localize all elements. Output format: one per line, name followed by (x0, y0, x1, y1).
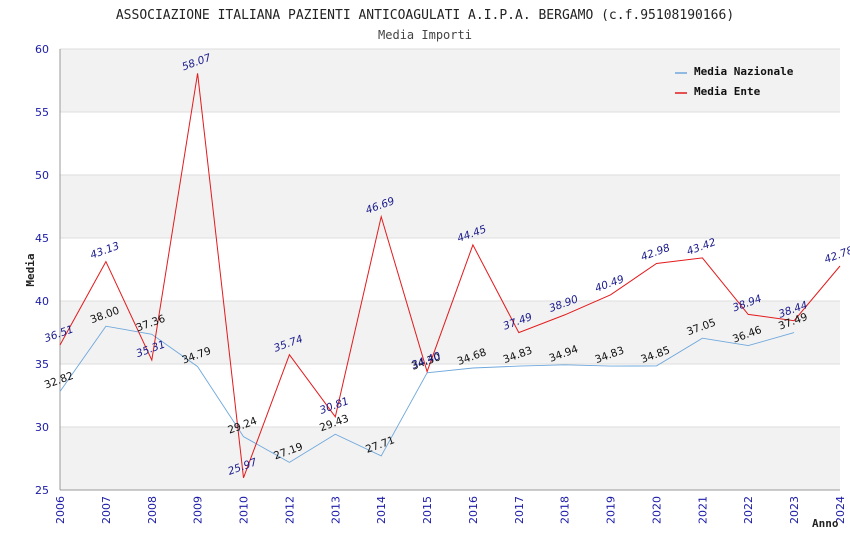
data-label-ente: 43.42 (685, 236, 718, 258)
x-tick-label: 2007 (100, 496, 113, 524)
grid-lines (60, 48, 840, 491)
x-tick-label: 2012 (283, 496, 296, 524)
x-tick-label: 2006 (54, 496, 67, 524)
y-axis-label: Media (24, 253, 37, 286)
y-tick-label: 25 (35, 484, 49, 497)
y-tick-label: 45 (35, 232, 49, 245)
x-tick-label: 2016 (467, 496, 480, 524)
data-label-ente: 43.13 (89, 240, 121, 262)
x-tick-labels: 2006 2007 2008 2009 2010 2012 2013 2014 2015 2016… (54, 496, 847, 524)
y-tick-label: 60 (35, 43, 49, 56)
x-tick-label: 2009 (192, 496, 205, 524)
data-label-ente: 40.49 (593, 273, 626, 295)
series-lines (59, 73, 841, 478)
series-line-ente (59, 73, 841, 478)
data-label-nazionale: 32.82 (43, 370, 75, 392)
legend-label-ente: Media Ente (694, 85, 761, 98)
grid-bands (60, 49, 840, 490)
legend-label-nazionale: Media Nazionale (694, 65, 794, 78)
x-axis-label: Anno (812, 517, 839, 530)
x-tick-label: 2018 (559, 496, 572, 524)
y-tick-label: 55 (35, 106, 49, 119)
y-tick-label: 35 (35, 358, 49, 371)
chart-subtitle: Media Importi (378, 28, 472, 42)
y-tick-label: 40 (35, 295, 49, 308)
data-label-ente: 42.78 (823, 244, 850, 266)
grid-band (60, 49, 840, 112)
grid-band (60, 175, 840, 238)
legend: Media Nazionale Media Ente (675, 65, 794, 98)
x-tick-label: 2013 (329, 496, 342, 524)
x-tick-label: 2023 (788, 496, 801, 524)
x-tick-label: 2022 (742, 496, 755, 524)
x-tick-label: 2014 (375, 496, 388, 524)
chart-title: ASSOCIAZIONE ITALIANA PAZIENTI ANTICOAGU… (116, 8, 734, 23)
x-tick-label: 2008 (146, 496, 159, 524)
data-label-ente: 42.98 (639, 242, 672, 264)
x-tick-label: 2021 (696, 496, 709, 524)
x-tick-label: 2010 (238, 496, 251, 524)
x-tick-label: 2019 (605, 496, 618, 524)
x-tick-label: 2017 (513, 496, 526, 524)
grid-band (60, 427, 840, 490)
x-tick-label: 2020 (650, 496, 663, 524)
y-tick-label: 30 (35, 421, 49, 434)
x-tick-label: 2024 (834, 496, 847, 524)
grid-band (60, 301, 840, 364)
y-tick-labels: 25 30 35 40 45 50 55 60 (35, 43, 49, 497)
x-tick-label: 2015 (421, 496, 434, 524)
y-tick-label: 50 (35, 169, 49, 182)
